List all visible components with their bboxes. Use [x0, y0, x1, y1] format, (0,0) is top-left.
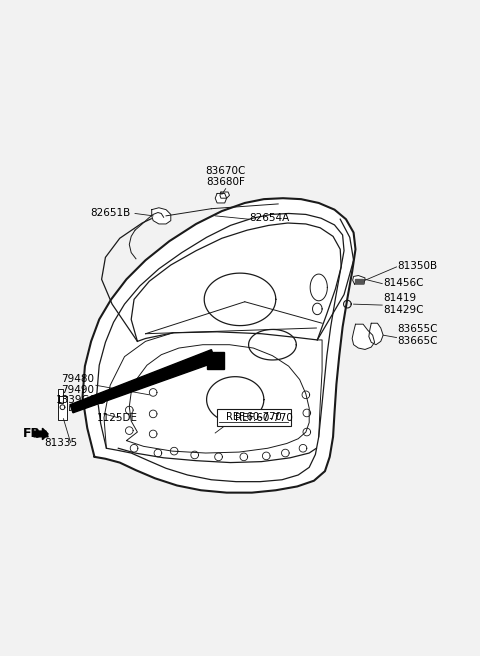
Polygon shape	[352, 324, 374, 350]
Text: 81350B: 81350B	[397, 261, 438, 271]
Polygon shape	[42, 428, 48, 440]
Text: 81419
81429C: 81419 81429C	[383, 293, 424, 315]
Text: 82651B: 82651B	[90, 207, 130, 218]
Polygon shape	[83, 198, 356, 493]
Text: 83655C
83665C: 83655C 83665C	[397, 324, 438, 346]
Polygon shape	[58, 389, 63, 403]
Polygon shape	[353, 276, 365, 284]
Text: 81456C: 81456C	[383, 277, 424, 288]
Polygon shape	[152, 208, 171, 224]
FancyBboxPatch shape	[217, 409, 290, 426]
Text: 79480
79490: 79480 79490	[61, 373, 95, 395]
Polygon shape	[220, 192, 229, 198]
Polygon shape	[34, 431, 48, 437]
Polygon shape	[58, 396, 67, 420]
Polygon shape	[126, 344, 309, 453]
Polygon shape	[206, 352, 224, 369]
Polygon shape	[356, 279, 363, 283]
Text: REF.60-770: REF.60-770	[226, 412, 282, 422]
Polygon shape	[215, 194, 227, 203]
Text: REF.60-770: REF.60-770	[235, 413, 293, 422]
Polygon shape	[70, 350, 216, 413]
Text: FR.: FR.	[23, 428, 46, 440]
Polygon shape	[369, 323, 383, 344]
Polygon shape	[131, 223, 341, 341]
Text: 1339CC: 1339CC	[56, 394, 97, 405]
Text: 1125DE: 1125DE	[97, 413, 138, 422]
Text: 83670C
83680F: 83670C 83680F	[205, 165, 246, 187]
Polygon shape	[70, 399, 105, 411]
Text: 81335: 81335	[44, 438, 77, 449]
Text: 82654A: 82654A	[250, 213, 290, 223]
